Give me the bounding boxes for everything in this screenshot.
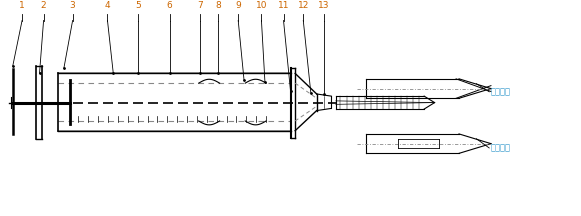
Text: 10: 10 [256, 1, 267, 10]
Text: 9: 9 [235, 1, 241, 10]
Text: 侧孔针管: 侧孔针管 [491, 143, 511, 152]
Text: 12: 12 [297, 1, 309, 10]
Text: 11: 11 [278, 1, 289, 10]
Text: 3: 3 [70, 1, 76, 10]
Text: 1: 1 [19, 1, 25, 10]
Text: 剖面针管: 剖面针管 [491, 87, 511, 96]
Text: 2: 2 [41, 1, 46, 10]
Text: 8: 8 [215, 1, 221, 10]
Text: 13: 13 [318, 1, 330, 10]
Text: 4: 4 [105, 1, 110, 10]
Text: 5: 5 [135, 1, 141, 10]
Text: 6: 6 [167, 1, 173, 10]
Text: 7: 7 [198, 1, 203, 10]
